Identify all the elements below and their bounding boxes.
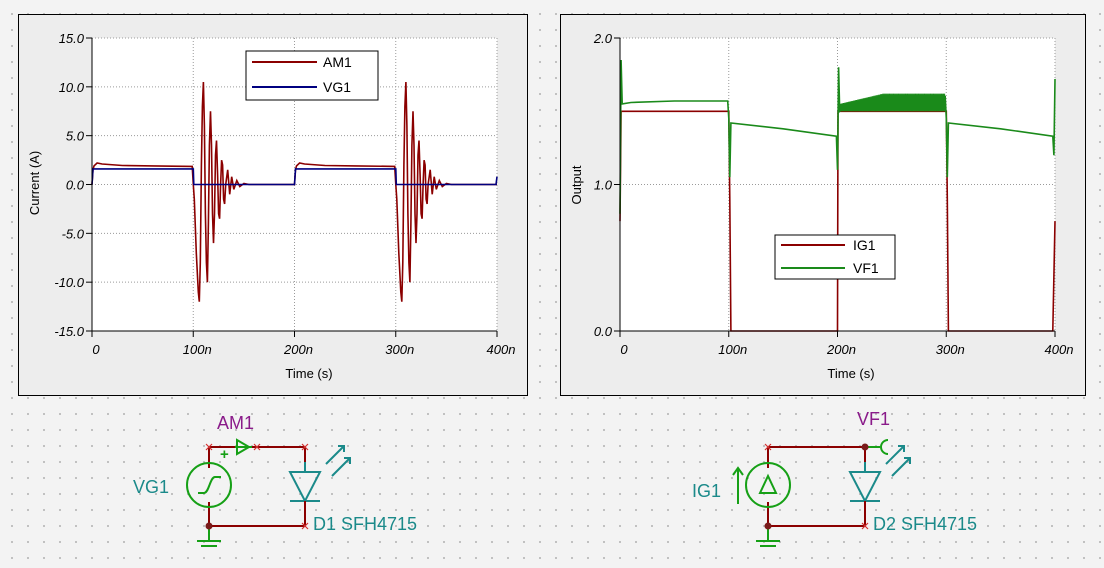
chart2-legend: IG1 VF1 (774, 234, 896, 280)
junction-dot-right-bottom (764, 522, 772, 530)
legend-vf1-label: VF1 (853, 260, 879, 276)
voltage-source-icon (186, 462, 232, 508)
chart1-x-tick-label: 200n (283, 342, 313, 357)
series-vf1-line (619, 59, 1056, 214)
chart2-x-tick-label: 0 (620, 342, 628, 357)
chart1-y-tick-label: -15.0 (54, 324, 84, 339)
chart1-series (91, 81, 498, 302)
d2-label: D2 SFH4715 (873, 514, 977, 534)
current-arrow-icon (732, 466, 744, 504)
chart1-y-tick-label: 15.0 (59, 31, 85, 46)
ground-icon-right (756, 540, 780, 547)
chart1-ylabel: Current (A) (27, 151, 42, 215)
chart1-y-tick-label: -10.0 (54, 275, 84, 290)
chart1-ticks: 0 100n 200n 300n 400n 15.0 10.0 5.0 0.0 -5.0 -10.0… (54, 31, 515, 357)
node-markers-right (764, 443, 869, 530)
vf1-label: VF1 (857, 409, 890, 429)
junction-dot-right-top (861, 443, 869, 451)
chart2-ylabel: Output (569, 165, 584, 204)
ammeter-icon (235, 438, 252, 456)
chart1-y-tick-label: 5.0 (66, 129, 85, 144)
output-chart: 0 100n 200n 300n 400n 2.0 1.0 0.0 Time (s) Outp… (569, 31, 1074, 381)
circuit-left: AM1 VG1 D1 SFH4715 + (133, 413, 417, 547)
chart2-y-tick-label: 2.0 (593, 31, 613, 46)
series-vg1-line (91, 168, 498, 186)
chart2-x-tick-label: 300n (936, 342, 965, 357)
chart2-ticks: 0 100n 200n 300n 400n 2.0 1.0 0.0 (593, 31, 1074, 357)
led-d2-icon (848, 445, 911, 526)
chart2-xlabel: Time (s) (827, 366, 874, 381)
current-source-icon (745, 462, 791, 508)
chart1-x-tick-label: 0 (92, 342, 100, 357)
ground-icon (197, 540, 221, 547)
circuit-right: VF1 IG1 D2 SFH4715 (692, 409, 977, 547)
chart1-legend: AM1 VG1 (245, 50, 379, 101)
chart1-x-tick-label: 100n (183, 342, 212, 357)
chart2-x-tick-label: 400n (1045, 342, 1074, 357)
chart1-y-tick-label: -5.0 (62, 226, 85, 241)
chart1-x-tick-label: 300n (385, 342, 414, 357)
led-d1-icon (288, 445, 351, 526)
junction-dot (205, 522, 213, 530)
d1-label: D1 SFH4715 (313, 514, 417, 534)
chart1-xlabel: Time (s) (285, 366, 332, 381)
legend-vg1-label: VG1 (323, 79, 351, 95)
chart2-x-tick-label: 100n (718, 342, 747, 357)
series-vf1-oscillation (839, 93, 946, 112)
current-chart: 0 100n 200n 300n 400n 15.0 10.0 5.0 0.0 -5.0 -10.0… (27, 31, 515, 381)
chart2-x-tick-label: 200n (826, 342, 856, 357)
chart1-x-tick-label: 400n (487, 342, 516, 357)
legend-ig1-label: IG1 (853, 237, 876, 253)
chart2-y-tick-label: 1.0 (594, 178, 613, 193)
node-markers (205, 443, 309, 530)
current-chart-panel: 0 100n 200n 300n 400n 15.0 10.0 5.0 0.0 -5.0 -10.0… (18, 14, 528, 396)
legend-am1-label: AM1 (323, 54, 352, 70)
chart1-y-tick-label: 10.0 (59, 80, 85, 95)
plus-sign: + (220, 446, 229, 463)
circuit-schematic: AM1 VG1 D1 SFH4715 + (133, 409, 977, 547)
am1-label: AM1 (217, 413, 254, 433)
chart1-y-tick-label: 0.0 (66, 178, 85, 193)
ig1-label: IG1 (692, 481, 721, 501)
chart2-y-tick-label: 0.0 (594, 324, 613, 339)
vg1-label: VG1 (133, 477, 169, 497)
output-chart-panel: 0 100n 200n 300n 400n 2.0 1.0 0.0 Time (s) Outp… (560, 14, 1086, 396)
